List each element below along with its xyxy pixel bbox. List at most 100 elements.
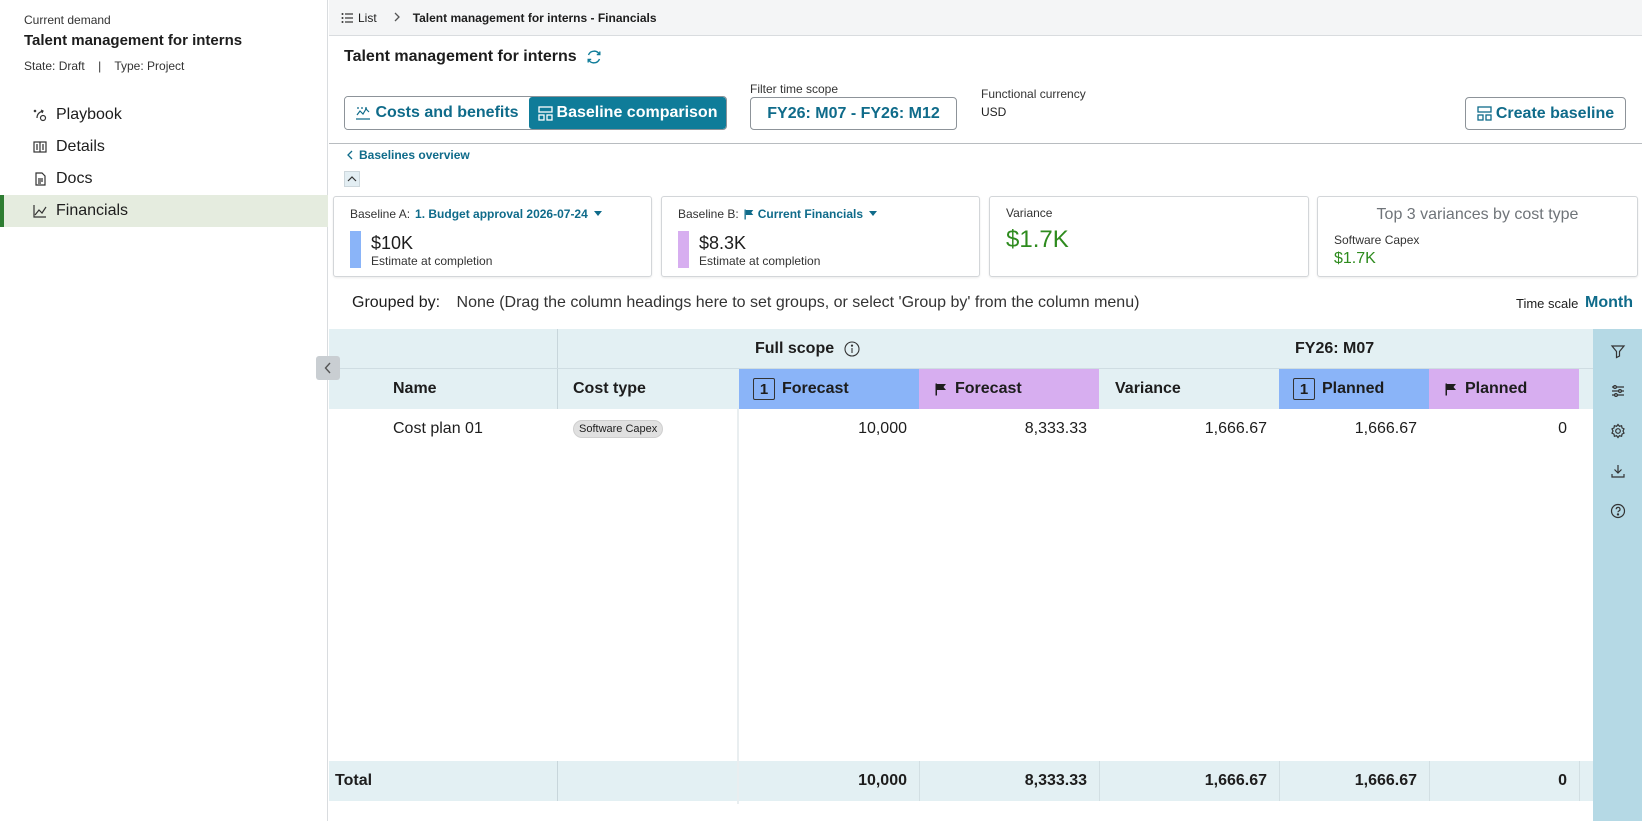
- sidebar-item-label: Details: [56, 138, 105, 155]
- row-forecast-a-cell: 10,000: [858, 420, 907, 437]
- download-icon[interactable]: [1608, 461, 1628, 481]
- period-group-header[interactable]: FY26: M07: [1295, 340, 1375, 357]
- caret-down-icon: [593, 211, 602, 216]
- sidebar-item-docs[interactable]: Docs: [0, 163, 328, 195]
- full-scope-group-header[interactable]: Full scope: [755, 329, 860, 369]
- flag-icon: [1445, 383, 1457, 396]
- forecast-a-label: Forecast: [782, 380, 849, 397]
- baseline-a-color-bar: [350, 231, 361, 268]
- baseline-b-select[interactable]: Current Financials: [744, 207, 878, 221]
- chart-line-icon: [32, 203, 48, 219]
- sidebar-item-playbook[interactable]: Playbook: [0, 99, 328, 131]
- help-icon[interactable]: [1608, 501, 1628, 521]
- create-baseline-label: Create baseline: [1495, 104, 1615, 122]
- collapse-sidebar-button[interactable]: [316, 356, 340, 380]
- grouped-by-hint: None (Drag the column headings here to s…: [456, 294, 1140, 311]
- row-variance-cell: 1,666.67: [1204, 420, 1267, 437]
- filter-time-scope-button[interactable]: FY26: M07 - FY26: M12: [750, 97, 957, 130]
- group-by-bar[interactable]: Grouped by: None (Drag the column headin…: [352, 294, 1139, 312]
- sidebar-item-label: Financials: [56, 202, 129, 219]
- chevron-left-icon: [347, 150, 353, 160]
- grid-divider: [1579, 761, 1580, 801]
- costs-chart-icon: [356, 107, 371, 120]
- total-forecast-b: 8,333.33: [1024, 772, 1087, 789]
- grouped-by-label: Grouped by:: [352, 294, 441, 311]
- tab-label: Baseline comparison: [556, 104, 718, 121]
- total-forecast-a: 10,000: [858, 772, 907, 789]
- chevron-up-icon: [347, 176, 357, 182]
- page-title: Talent management for interns: [344, 48, 577, 65]
- total-planned-b: 0: [1558, 772, 1567, 789]
- baselines-overview-link[interactable]: Baselines overview: [347, 148, 470, 162]
- sidebar-item-label: Playbook: [56, 106, 122, 123]
- settings-icon[interactable]: [1608, 421, 1628, 441]
- state-label: State:: [24, 59, 56, 73]
- column-header-planned-a[interactable]: 1 Planned: [1279, 369, 1429, 409]
- grid-divider: [1279, 761, 1280, 801]
- planned-a-label: Planned: [1322, 380, 1385, 397]
- demand-eyebrow: Current demand: [24, 13, 111, 27]
- column-header-name[interactable]: Name: [393, 380, 437, 397]
- time-scale-label: Time scale: [1516, 296, 1579, 311]
- playbook-icon: [32, 107, 48, 123]
- column-header-forecast-a[interactable]: 1 Forecast: [739, 369, 919, 409]
- column-header-planned-b[interactable]: Planned: [1429, 369, 1579, 409]
- breadcrumb: List Talent management for interns - Fin…: [329, 0, 1642, 36]
- baseline-b-amount: $8.3K: [699, 233, 747, 253]
- chevron-left-icon: [324, 362, 331, 374]
- chevron-right-icon: [393, 11, 401, 25]
- tab-costs-and-benefits[interactable]: Costs and benefits: [345, 97, 530, 129]
- column-header-forecast-b[interactable]: Forecast: [919, 369, 1099, 409]
- type-label: Type:: [114, 59, 144, 73]
- grid-body: [377, 409, 1593, 762]
- grid-divider: [1429, 761, 1430, 801]
- refresh-icon[interactable]: [585, 48, 603, 66]
- grid-tool-panel: [1593, 329, 1642, 821]
- caret-down-icon: [869, 211, 878, 216]
- breadcrumb-list-link[interactable]: List: [341, 11, 377, 25]
- grid-divider: [557, 329, 558, 369]
- column-header-cost-type[interactable]: Cost type: [573, 380, 646, 397]
- columns-icon[interactable]: [1608, 381, 1628, 401]
- time-scale-select[interactable]: Month: [1585, 294, 1633, 311]
- details-icon: [32, 139, 48, 155]
- top-variances-title: Top 3 variances by cost type: [1376, 206, 1579, 223]
- row-forecast-b-cell: 8,333.33: [1024, 420, 1087, 437]
- baseline-b-color-bar: [678, 231, 689, 268]
- variance-amount: $1.7K: [1006, 226, 1069, 253]
- top-variance-cost-type: Software Capex: [1334, 233, 1420, 247]
- total-variance: 1,666.67: [1204, 772, 1267, 789]
- baseline-b-subtitle: Estimate at completion: [699, 254, 821, 268]
- baseline-b-card: Baseline B: Current Financials $8.3K Est…: [661, 196, 980, 277]
- baseline-one-badge: 1: [753, 378, 775, 400]
- type-value: Project: [147, 59, 185, 73]
- functional-currency-value: USD: [981, 105, 1007, 119]
- planned-b-label: Planned: [1465, 380, 1528, 397]
- baseline-grid-icon: [1477, 106, 1492, 121]
- list-icon: [341, 12, 353, 23]
- baseline-grid-icon: [537, 105, 553, 121]
- info-icon[interactable]: [844, 341, 860, 357]
- tab-baseline-comparison[interactable]: Baseline comparison: [529, 97, 726, 129]
- document-icon: [32, 171, 48, 187]
- baseline-a-subtitle: Estimate at completion: [371, 254, 493, 268]
- collapse-cards-button[interactable]: [344, 171, 360, 187]
- comparison-grid: Full scope FY26: M07 Name Cost type 1 Fo…: [329, 329, 1642, 821]
- filter-icon[interactable]: [1608, 341, 1628, 361]
- baseline-a-amount: $10K: [371, 233, 414, 253]
- functional-currency-label: Functional currency: [981, 87, 1086, 101]
- variance-card: Variance $1.7K: [989, 196, 1309, 277]
- variance-label: Variance: [1006, 206, 1053, 220]
- breadcrumb-current: Talent management for interns - Financia…: [412, 10, 657, 25]
- sidebar-item-label: Docs: [56, 170, 93, 187]
- column-header-variance[interactable]: Variance: [1115, 380, 1181, 397]
- baseline-a-select[interactable]: 1. Budget approval 2026-07-24: [415, 207, 603, 221]
- create-baseline-button[interactable]: Create baseline: [1465, 97, 1626, 130]
- sidebar-item-financials[interactable]: Financials: [0, 195, 328, 227]
- row-cost-type-cell: Software Capex: [573, 409, 664, 449]
- page-header: Talent management for interns Costs and …: [329, 36, 1642, 144]
- forecast-b-label: Forecast: [955, 380, 1022, 397]
- pinned-column-separator: [737, 409, 739, 804]
- sidebar-item-details[interactable]: Details: [0, 131, 328, 163]
- state-value: Draft: [58, 59, 85, 73]
